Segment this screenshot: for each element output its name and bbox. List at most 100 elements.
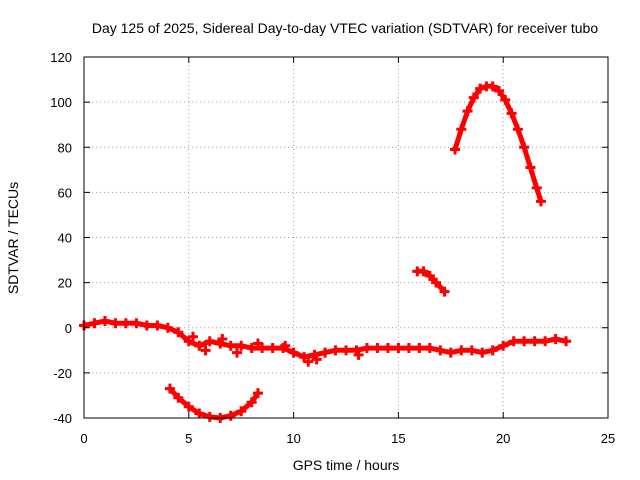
data-point: [110, 318, 121, 329]
series-high-arc: [449, 81, 546, 207]
data-point: [303, 356, 314, 367]
plot-frame: [83, 56, 609, 419]
series-low-arc: [164, 383, 263, 423]
data-point: [508, 336, 519, 347]
data-point: [468, 92, 479, 103]
data-point: [225, 410, 236, 421]
data-point: [236, 340, 247, 351]
data-point: [252, 388, 263, 399]
data-point: [162, 322, 173, 333]
data-point: [535, 196, 546, 207]
x-tick-label: 25: [601, 431, 615, 446]
data-point: [372, 343, 383, 354]
data-point: [246, 343, 257, 354]
x-tick-label: 0: [80, 431, 87, 446]
data-point: [519, 142, 530, 153]
data-point: [500, 94, 511, 105]
data-point: [435, 345, 446, 356]
data-point: [456, 345, 467, 356]
x-axis-label: GPS time / hours: [293, 457, 400, 473]
data-point: [403, 343, 414, 354]
data-point: [531, 182, 542, 193]
x-tick-label: 10: [286, 431, 300, 446]
y-tick-label: 80: [58, 140, 72, 155]
x-tick-label: 5: [185, 431, 192, 446]
data-point: [382, 343, 393, 354]
series-line-high-arc: [452, 83, 544, 204]
data-point: [288, 347, 299, 358]
data-point: [252, 338, 263, 349]
data-point: [449, 144, 460, 155]
data-point: [200, 345, 211, 356]
data-point: [561, 336, 572, 347]
data-point: [487, 345, 498, 356]
y-tick-label: 20: [58, 276, 72, 291]
data-point: [424, 270, 435, 281]
data-point: [204, 411, 215, 422]
data-point: [431, 277, 442, 288]
data-point: [550, 334, 561, 345]
tick-layer: 0 5 10 15 20 25 -40 -20 0 20 40 60 80 100 120: [50, 50, 615, 446]
data-point: [529, 336, 540, 347]
data-point: [187, 331, 198, 342]
x-tick-label: 15: [391, 431, 405, 446]
data-point: [494, 85, 505, 96]
data-point: [164, 383, 175, 394]
y-tick-label: 60: [58, 185, 72, 200]
data-point: [236, 406, 247, 417]
data-point: [232, 347, 243, 358]
data-point: [414, 343, 425, 354]
data-point: [141, 320, 152, 331]
grid-layer: [84, 57, 608, 418]
data-point: [445, 347, 456, 358]
data-point: [424, 343, 435, 354]
data-point: [361, 343, 372, 354]
y-tick-label: 100: [50, 95, 72, 110]
data-point: [89, 318, 100, 329]
series-small-segment: [412, 266, 450, 297]
data-point: [311, 354, 322, 365]
data-point: [439, 286, 450, 297]
data-point: [512, 124, 523, 135]
data-point: [540, 336, 551, 347]
data-point: [418, 266, 429, 277]
y-axis-label: SDTVAR / TECUs: [5, 182, 21, 294]
data-point: [173, 327, 184, 338]
data-point: [475, 83, 486, 94]
data-point: [466, 345, 477, 356]
data-point: [498, 340, 509, 351]
data-point: [330, 345, 341, 356]
data-point: [131, 318, 142, 329]
data-point: [225, 340, 236, 351]
data-point: [506, 108, 517, 119]
data-point: [525, 162, 536, 173]
data-point: [519, 336, 530, 347]
data-point: [320, 347, 331, 358]
data-point: [217, 334, 228, 345]
data-point: [462, 106, 473, 117]
series-main-band: [79, 315, 572, 363]
x-tick-label: 20: [496, 431, 510, 446]
data-point: [456, 124, 467, 135]
y-tick-label: 120: [50, 50, 72, 65]
data-point: [152, 320, 163, 331]
data-point: [183, 401, 194, 412]
data-point: [120, 318, 131, 329]
data-point: [353, 349, 364, 360]
data-point: [194, 340, 205, 351]
data-point: [341, 345, 351, 356]
data-point: [393, 343, 404, 354]
data-point: [487, 81, 498, 92]
data-point: [99, 315, 110, 326]
y-tick-label: -40: [53, 411, 72, 426]
y-tick-label: 40: [58, 231, 72, 246]
data-point: [194, 408, 205, 419]
y-tick-label: 0: [65, 321, 72, 336]
series-layer: [79, 81, 572, 423]
data-point: [280, 340, 291, 351]
series-line-low-arc: [167, 386, 261, 421]
y-tick-label: -20: [53, 366, 72, 381]
data-point: [204, 336, 215, 347]
data-point: [477, 347, 488, 358]
